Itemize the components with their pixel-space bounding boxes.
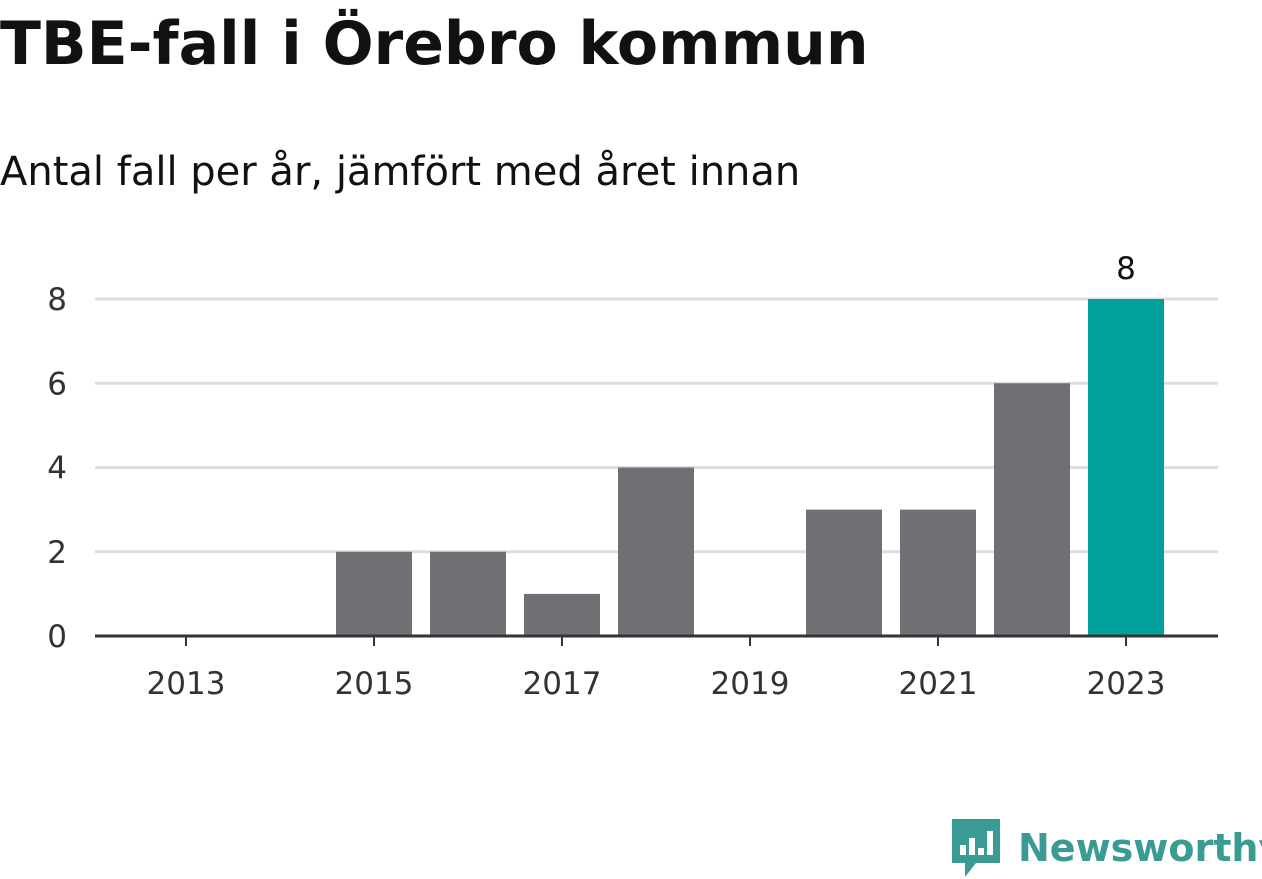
x-tick-label-2015: 2015	[335, 666, 414, 702]
x-tick-label-2023: 2023	[1087, 666, 1166, 702]
bar-2021	[900, 509, 976, 636]
y-tick-label-4: 4	[47, 451, 67, 487]
bar-2015	[336, 551, 412, 636]
y-tick-label-6: 6	[47, 366, 67, 402]
y-tick-label-2: 2	[47, 535, 67, 571]
bar-2020	[806, 509, 882, 636]
newsworthy-chart-bubble-icon	[952, 819, 1000, 877]
x-tick-label-2013: 2013	[147, 666, 226, 702]
bars	[336, 299, 1164, 636]
bar-2016	[430, 551, 506, 636]
x-tick-label-2017: 2017	[523, 666, 602, 702]
x-tick-label-2019: 2019	[711, 666, 790, 702]
bar-2023	[1088, 299, 1164, 636]
bar-2017	[524, 593, 600, 636]
y-tick-label-8: 8	[47, 282, 67, 318]
chart-subtitle: Antal fall per år, jämfört med året inna…	[0, 149, 801, 195]
bar-2022	[994, 383, 1070, 636]
data-label-2023: 8	[1116, 251, 1136, 287]
x-tick-label-2021: 2021	[899, 666, 978, 702]
logo-text: Newsworthy	[1018, 826, 1262, 870]
bar-2018	[618, 467, 694, 636]
data-labels: 8	[1116, 251, 1136, 287]
axes: 0 2 4 6 8 2013 2015 2017 2019 2021 2023	[47, 282, 1218, 702]
chart-title: TBE-fall i Örebro kommun	[0, 9, 869, 79]
y-tick-label-0: 0	[47, 619, 67, 655]
newsworthy-logo: Newsworthy	[952, 818, 1262, 878]
